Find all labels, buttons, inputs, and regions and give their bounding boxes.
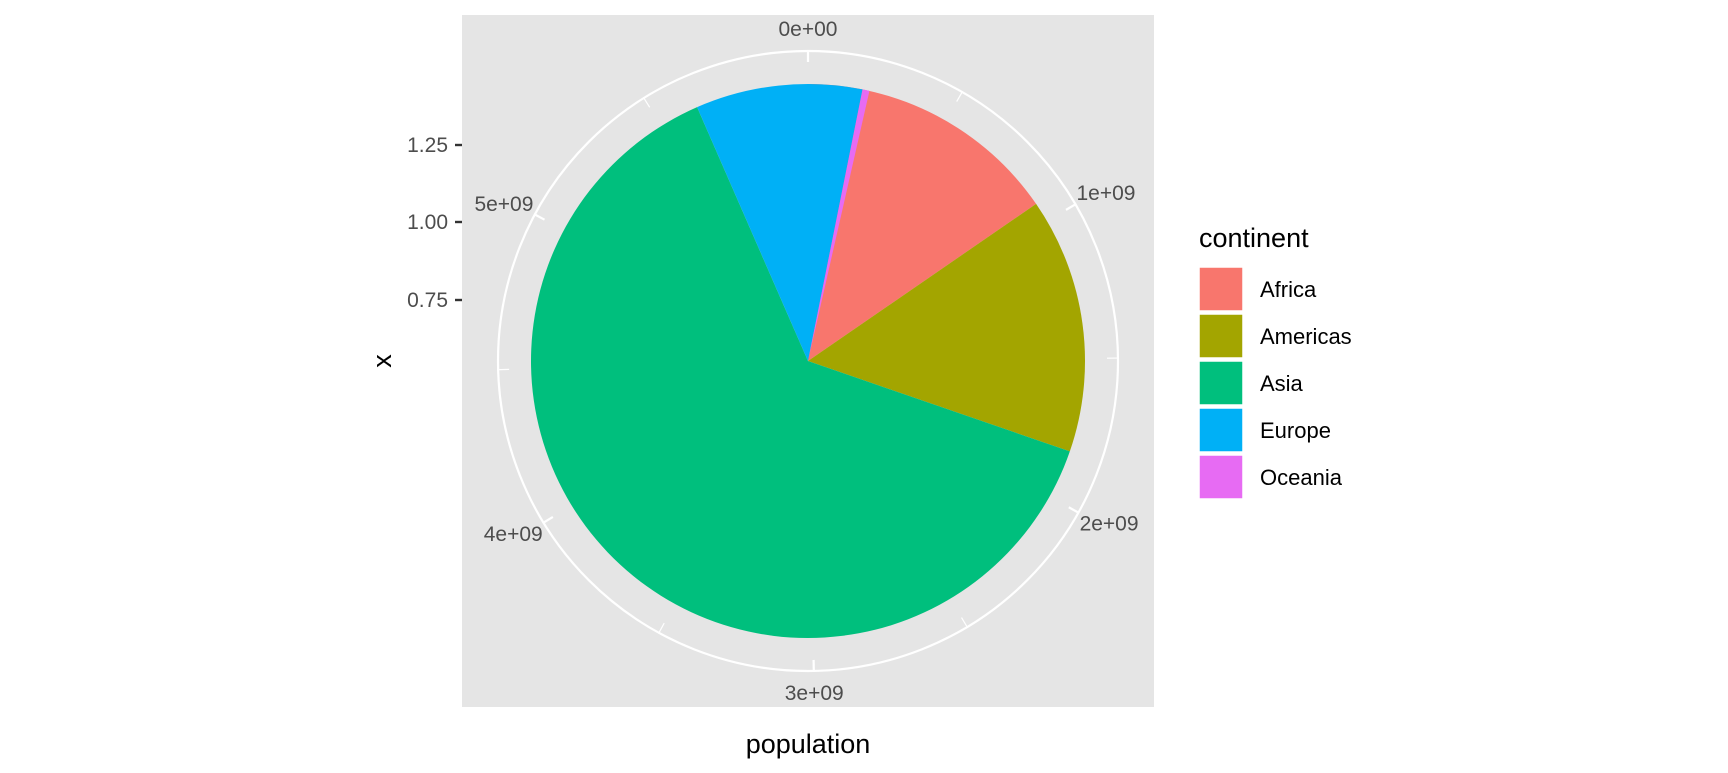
x-axis-title: population bbox=[746, 729, 871, 759]
legend-label-africa: Africa bbox=[1260, 277, 1317, 302]
theta-tick-label: 0e+00 bbox=[779, 18, 838, 41]
legend-key-asia bbox=[1199, 361, 1243, 405]
y-tick-label: 1.25 bbox=[407, 134, 448, 157]
slice-layer bbox=[531, 84, 1085, 638]
y-axis-title: x bbox=[367, 354, 397, 368]
legend-label-asia: Asia bbox=[1260, 371, 1304, 396]
y-tick-label: 1.00 bbox=[407, 211, 448, 234]
theta-tick-label: 1e+09 bbox=[1076, 182, 1135, 205]
theta-tick-label: 5e+09 bbox=[474, 193, 533, 216]
legend-key-americas bbox=[1199, 314, 1243, 358]
y-axis: 0.75 1.00 1.25 bbox=[407, 134, 462, 312]
legend-key-europe bbox=[1199, 408, 1243, 452]
legend-key-africa bbox=[1199, 267, 1243, 311]
legend-label-oceania: Oceania bbox=[1260, 465, 1343, 490]
theta-tick-label: 2e+09 bbox=[1080, 512, 1139, 535]
legend-label-europe: Europe bbox=[1260, 418, 1331, 443]
legend: continent Africa Americas Asia Europe Oceani… bbox=[1199, 223, 1352, 499]
legend-title: continent bbox=[1199, 223, 1309, 253]
theta-tick-label: 3e+09 bbox=[785, 682, 844, 705]
legend-label-americas: Americas bbox=[1260, 324, 1352, 349]
theta-tick-label: 4e+09 bbox=[484, 523, 543, 546]
y-tick-label: 0.75 bbox=[407, 289, 448, 312]
legend-key-oceania bbox=[1199, 455, 1243, 499]
